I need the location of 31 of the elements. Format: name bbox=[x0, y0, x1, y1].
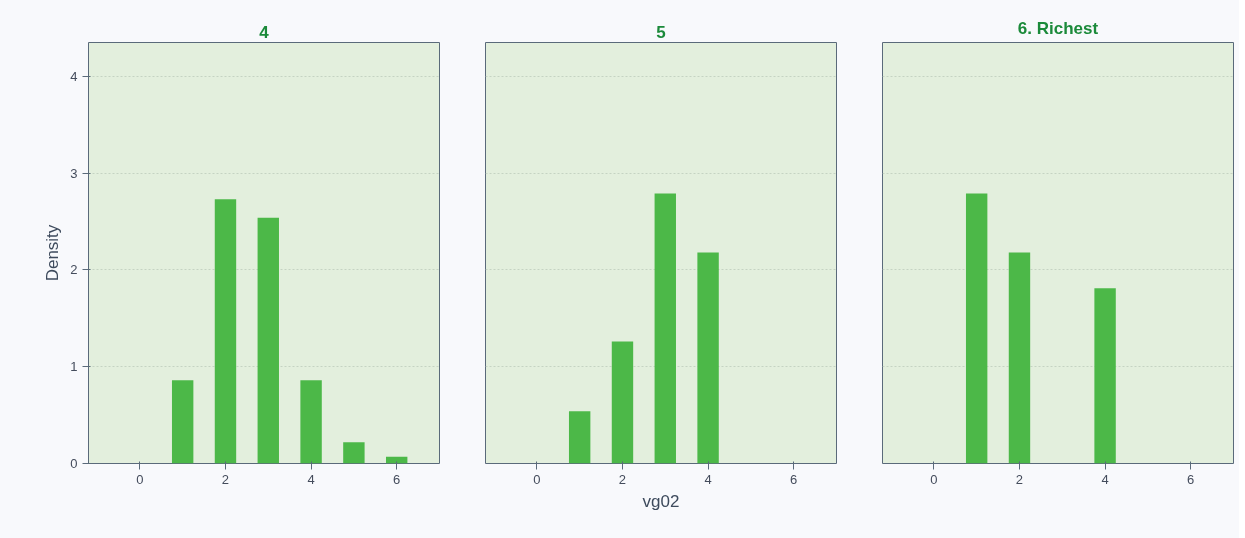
bar bbox=[171, 380, 194, 464]
bar bbox=[654, 193, 676, 464]
y-axis-title: Density bbox=[43, 224, 63, 282]
x-tick-label: 6 bbox=[790, 471, 798, 487]
x-tick-label: 2 bbox=[1015, 471, 1024, 487]
y-tick-label: 2 bbox=[70, 262, 78, 278]
x-tick-label: 4 bbox=[307, 471, 315, 487]
x-axis-title: vg02 bbox=[642, 491, 680, 511]
x-tick-label: 6 bbox=[393, 471, 401, 487]
bar bbox=[214, 199, 237, 464]
chart-title: 4 bbox=[259, 22, 270, 42]
x-tick-label: 0 bbox=[533, 471, 541, 487]
bar bbox=[697, 252, 719, 464]
x-tick-label: 4 bbox=[1101, 471, 1109, 487]
chart-title: 6. Richest bbox=[1017, 18, 1099, 38]
x-tick-label: 2 bbox=[618, 471, 627, 487]
x-tick-label: 2 bbox=[221, 471, 230, 487]
x-tick-label: 0 bbox=[930, 471, 938, 487]
x-tick-label: 6 bbox=[1187, 471, 1195, 487]
bar bbox=[611, 341, 634, 464]
y-tick-label: 3 bbox=[70, 165, 78, 181]
y-tick-label: 0 bbox=[70, 456, 78, 471]
bar bbox=[300, 380, 322, 464]
y-tick-label: 1 bbox=[70, 359, 78, 375]
x-tick-label: 0 bbox=[136, 471, 144, 487]
bar bbox=[343, 442, 365, 464]
bar bbox=[257, 217, 279, 464]
x-tick-label: 4 bbox=[704, 471, 712, 487]
y-tick-label: 4 bbox=[70, 68, 78, 84]
bar bbox=[568, 411, 591, 464]
chart-title: 5 bbox=[656, 22, 666, 42]
